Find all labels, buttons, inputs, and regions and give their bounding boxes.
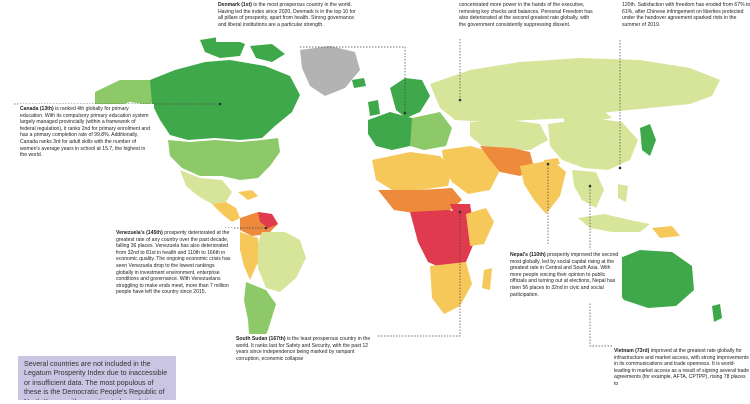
vietnam-annotation-text: improved at the greatest rate globally f… [614, 348, 750, 387]
mongolia-region [560, 108, 612, 124]
south-sudan-annotation: South Sudan (167th) is the least prosper… [234, 334, 378, 404]
iran-afghanistan-region [480, 146, 534, 176]
south-sudan-annotation-lead: South Sudan (167th) [236, 336, 286, 342]
indonesia-region [578, 214, 650, 232]
hongkong-annotation-text: 120th. Satisfaction with freedom has ero… [622, 2, 750, 28]
eastern-europe-region [410, 112, 452, 150]
canada-arctic-islands-2 [250, 44, 285, 62]
hongkong-annotation: 120th. Satisfaction with freedom has ero… [620, 0, 750, 34]
central-asia-region [470, 120, 548, 150]
southeast-asia-region [572, 170, 604, 208]
caribbean-region [238, 190, 258, 200]
central-america-region [212, 202, 240, 222]
nepal-annotation: Nepal's (110th) prosperity improved the … [508, 250, 622, 302]
nepal-leader-dot [546, 162, 550, 166]
canada-annotation: Canada (13th) is ranked 4th globally for… [18, 104, 154, 168]
venezuela-leader-dot [264, 226, 268, 230]
denmark-annotation-text: is the most prosperous country in the wo… [218, 2, 356, 28]
hongkong-leader-dot [618, 166, 622, 170]
southern-africa-region [430, 262, 472, 314]
canada-region [150, 60, 300, 140]
papua-region [652, 226, 680, 238]
mexico-region [180, 170, 232, 204]
russia-annotation-text: concentrated more power in the hands of … [459, 2, 593, 28]
middle-east-region [442, 146, 500, 194]
excluded-countries-note: Several countries are not included in th… [18, 356, 176, 400]
venezuela-annotation-lead: Venezuela's (145th) [116, 230, 163, 236]
russia-leader-dot [458, 98, 462, 102]
south-sudan-leader-dot [458, 210, 462, 214]
nepal-annotation-text: prosperity improved the second most glob… [510, 252, 619, 298]
russia-annotation: concentrated more power in the hands of … [457, 0, 599, 38]
vietnam-leader-line [589, 186, 612, 347]
south-asia-region [520, 160, 566, 214]
denmark-annotation: Denmark (1st) is the most prosperous cou… [216, 0, 360, 42]
nepal-annotation-lead: Nepal's (110th) [510, 252, 546, 258]
uk-region [368, 100, 380, 116]
east-africa-region [466, 208, 494, 246]
excluded-countries-note-text: Several countries are not included in th… [24, 360, 168, 400]
western-europe-region [368, 112, 420, 150]
denmark-annotation-lead: Denmark (1st) [218, 2, 252, 8]
usa-region [168, 138, 280, 180]
russia-region [430, 58, 720, 122]
scandinavia-region [390, 78, 430, 118]
iceland-region [352, 78, 366, 88]
china-region [548, 118, 638, 170]
canada-annotation-text: is ranked 4th globally for primary educa… [20, 106, 150, 159]
brazil-region [256, 232, 306, 292]
south-sudan-leader-line [300, 212, 461, 337]
vietnam-annotation-lead: Vietnam (73rd) [614, 348, 650, 354]
denmark-leader-dot [403, 111, 407, 115]
australia-region [610, 250, 694, 308]
sahel-region [378, 188, 462, 214]
vietnam-leader-dot [588, 184, 592, 188]
north-africa-region [372, 152, 452, 190]
venezuela-region [258, 212, 278, 228]
venezuela-annotation-text: prosperity deteriorated at the greatest … [116, 230, 231, 296]
new-zealand-region [712, 304, 722, 322]
vietnam-annotation: Vietnam (73rd) improved at the greatest … [612, 346, 750, 404]
south-sudan-annotation-text: is the least prosperous country in the w… [236, 336, 371, 362]
denmark-leader-line [300, 46, 406, 113]
canada-leader-dot [218, 102, 222, 106]
philippines-region [618, 184, 628, 202]
andes-region [240, 232, 258, 280]
alaska-region [95, 80, 160, 108]
central-africa-region [410, 210, 476, 270]
madagascar-region [482, 268, 492, 290]
venezuela-annotation: Venezuela's (145th) prosperity deteriora… [114, 228, 234, 302]
canada-annotation-lead: Canada (13th) [20, 106, 54, 112]
greenland-region [300, 46, 360, 96]
japan-korea-region [640, 124, 656, 156]
